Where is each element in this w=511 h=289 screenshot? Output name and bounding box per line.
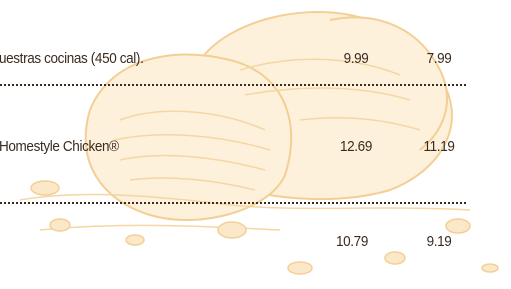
divider [0, 202, 466, 204]
price: 12.69 [334, 138, 379, 155]
price: 11.19 [417, 138, 462, 155]
menu-item: Homestyle Chicken® [0, 138, 119, 155]
price: 7.99 [417, 50, 462, 67]
price: 9.19 [417, 233, 462, 250]
divider [0, 84, 466, 86]
price: 9.99 [334, 50, 379, 67]
menu-item: uestras cocinas (450 cal). [0, 50, 143, 67]
page: {"menu": {"rows": [ {"item": "uestras co… [0, 0, 511, 289]
price: 10.79 [330, 233, 375, 250]
